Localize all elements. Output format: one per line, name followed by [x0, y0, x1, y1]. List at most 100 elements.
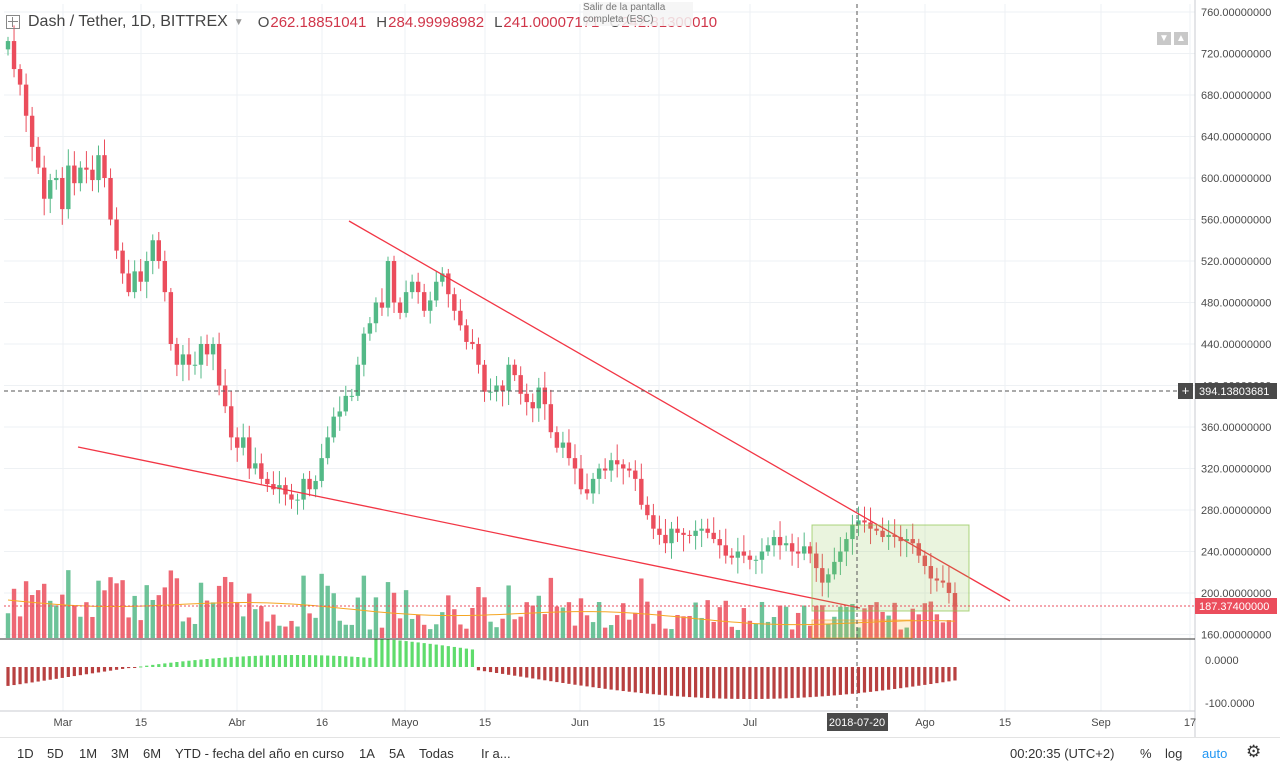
candle-body: [222, 385, 228, 407]
osc-bar: [247, 656, 251, 667]
range-1a[interactable]: 1A: [359, 746, 375, 761]
candle-body: [102, 155, 107, 178]
volume-bar: [210, 602, 216, 638]
candle-body: [856, 520, 861, 525]
candle-body: [96, 155, 101, 181]
osc-bar: [953, 667, 957, 681]
crosshair-date-label: 2018-07-20: [829, 717, 885, 729]
volume-bar: [373, 597, 379, 638]
candle-body: [198, 344, 204, 365]
time-tick-label: 15: [479, 717, 491, 729]
osc-bar: [84, 667, 89, 675]
volume-bar: [572, 625, 578, 638]
osc-bar: [193, 660, 197, 667]
volume-bar: [536, 595, 541, 638]
osc-bar: [609, 667, 613, 690]
candle-body: [23, 84, 29, 116]
expand-icon[interactable]: [6, 15, 20, 29]
candle-body: [898, 536, 903, 542]
volume-bar: [759, 601, 765, 638]
candle-body: [355, 364, 361, 396]
volume-bar: [651, 623, 656, 638]
bottom-toolbar: 1D 5D 1M 3M 6M YTD - fecha del año en cu…: [0, 737, 1280, 769]
candle-body: [90, 169, 95, 181]
percent-toggle[interactable]: %: [1140, 746, 1152, 761]
volume-bar: [934, 614, 940, 638]
volume-bar: [699, 617, 704, 638]
candle-body: [192, 364, 198, 366]
log-toggle[interactable]: log: [1165, 746, 1183, 761]
osc-bar: [410, 641, 414, 667]
range-1m[interactable]: 1M: [79, 746, 98, 761]
osc-bar: [917, 667, 921, 686]
osc-bar: [766, 667, 770, 699]
range-all[interactable]: Todas: [419, 746, 454, 761]
price-tick-label: 280.00000000: [1201, 505, 1271, 517]
candle-body: [922, 555, 928, 567]
osc-bar: [748, 667, 752, 699]
range-3m[interactable]: 3M: [111, 746, 130, 761]
symbol-title[interactable]: Dash / Tether, 1D, BITTREX: [28, 13, 228, 30]
candle-body: [500, 385, 505, 391]
price-tick-label: 160.00000000: [1201, 630, 1271, 642]
volume-bar: [102, 590, 107, 638]
auto-toggle[interactable]: auto: [1202, 746, 1228, 761]
osc-bar: [772, 667, 776, 699]
candle-body: [946, 582, 952, 593]
price-tick-label: 440.00000000: [1201, 339, 1271, 351]
clock[interactable]: 00:20:35 (UTC+2): [1010, 746, 1115, 761]
volume-bar: [910, 608, 915, 638]
volume-bar: [72, 605, 77, 638]
arrow-up-icon[interactable]: ▲: [1174, 32, 1188, 45]
range-5a[interactable]: 5A: [389, 746, 405, 761]
osc-bar: [108, 667, 113, 671]
range-1d[interactable]: 1D: [17, 746, 34, 761]
goto-date[interactable]: Ir a...: [481, 746, 511, 761]
osc-bar: [742, 667, 746, 699]
volume-bar: [162, 587, 168, 638]
range-6m[interactable]: 6M: [143, 746, 162, 761]
volume-bar: [48, 600, 53, 638]
candle-body: [952, 593, 958, 607]
osc-bar: [217, 658, 221, 667]
candle-body: [186, 354, 192, 365]
open-value: 262.18851041: [270, 13, 367, 31]
candle-body: [675, 528, 680, 533]
osc-bar: [452, 646, 456, 667]
volume-bar: [608, 625, 614, 638]
high-label: H: [376, 13, 388, 31]
candle-body: [832, 561, 837, 575]
volume-bar: [325, 585, 330, 638]
osc-bar: [507, 667, 511, 675]
volume-bar: [596, 602, 602, 638]
volume-bar: [216, 585, 222, 638]
price-chart[interactable]: 760.00000000 720.00000000 680.00000000 640.…: [0, 0, 1280, 737]
gear-icon[interactable]: ⚙: [1246, 742, 1262, 761]
osc-bar: [265, 655, 269, 667]
osc-bar: [579, 667, 583, 686]
osc-bar: [253, 655, 257, 667]
volume-bar: [235, 601, 240, 638]
chevron-down-icon[interactable]: ▼: [233, 16, 244, 28]
candle-body: [512, 364, 517, 376]
volume-bar: [23, 581, 29, 638]
candle-body: [361, 333, 367, 365]
osc-bar: [549, 667, 553, 682]
candle-body: [850, 524, 855, 540]
candle-body: [84, 167, 89, 170]
add-alert-button: [1178, 383, 1193, 399]
osc-bar: [350, 656, 354, 667]
candle-body: [639, 478, 644, 505]
arrow-down-icon[interactable]: ▼: [1157, 32, 1171, 45]
price-tick-label: 640.00000000: [1201, 132, 1271, 144]
volume-bar: [421, 624, 427, 638]
low-label: L: [494, 13, 503, 31]
range-ytd[interactable]: YTD - fecha del año en curso: [175, 746, 345, 761]
volume-bar: [11, 588, 17, 638]
volume-bar: [542, 614, 548, 638]
volume-bar: [289, 620, 294, 638]
volume-bar: [253, 609, 258, 638]
volume-bar: [60, 594, 65, 638]
range-5d[interactable]: 5D: [47, 746, 64, 761]
volume-bar: [482, 597, 487, 638]
